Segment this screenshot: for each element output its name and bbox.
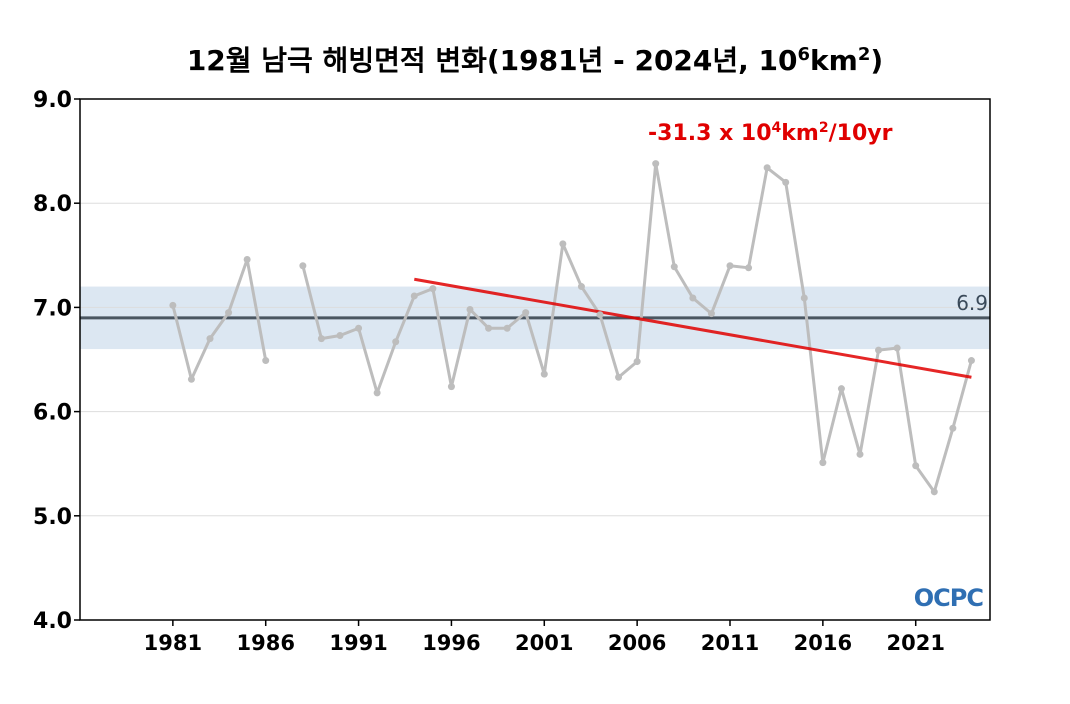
- data-point: [317, 335, 325, 343]
- data-point: [615, 373, 623, 381]
- data-point: [689, 294, 697, 302]
- plot-frame: [79, 98, 991, 621]
- data-point: [726, 262, 734, 270]
- data-point: [596, 311, 604, 319]
- x-tick-label: 2016: [794, 631, 852, 655]
- x-tick-label: 2011: [701, 631, 759, 655]
- data-point: [930, 488, 938, 496]
- chart-title: 12월 남극 해빙면적 변화(1981년 - 2024년, 106km2): [187, 44, 883, 78]
- y-tick-label: 6.0: [33, 401, 72, 426]
- data-point: [856, 450, 864, 458]
- data-point: [559, 240, 567, 248]
- x-tick-label: 2021: [886, 631, 944, 655]
- data-point: [949, 424, 957, 432]
- ocpc-logo: OCPC: [914, 584, 984, 612]
- x-tick-label: 1986: [236, 631, 294, 655]
- y-tick-label: 4.0: [33, 609, 72, 634]
- x-tick-label: 1991: [329, 631, 387, 655]
- data-point: [912, 462, 920, 470]
- data-point: [652, 160, 660, 168]
- trend-label: -31.3 x 104km2/10yr: [648, 120, 893, 146]
- data-point: [299, 262, 307, 270]
- data-point: [893, 344, 901, 352]
- data-point: [819, 459, 827, 467]
- x-tick-label: 1981: [144, 631, 202, 655]
- x-tick-label: 2001: [515, 631, 573, 655]
- data-point: [243, 255, 251, 263]
- y-tick-label: 5.0: [33, 505, 72, 530]
- data-point: [540, 370, 548, 378]
- data-point: [745, 264, 753, 272]
- trend-line: [414, 277, 972, 379]
- data-point: [206, 335, 214, 343]
- data-point: [336, 332, 344, 340]
- x-tick-label: 2006: [608, 631, 666, 655]
- data-point: [503, 324, 511, 332]
- data-point: [782, 178, 790, 186]
- y-tick-label: 7.0: [33, 296, 72, 321]
- y-tick-label: 8.0: [33, 192, 72, 217]
- data-point: [707, 310, 715, 318]
- data-point: [763, 164, 771, 172]
- series-line: [171, 257, 268, 381]
- data-point: [373, 389, 381, 397]
- data-point: [670, 263, 678, 271]
- plot-area: 4.0 5.0 6.0 7.0 8.0 9.0 1981 1986 1991 1996 2001 20…: [33, 88, 991, 655]
- data-point: [633, 358, 641, 366]
- data-point: [577, 283, 585, 291]
- x-tick-label: 1996: [422, 631, 480, 655]
- data-point: [447, 383, 455, 391]
- data-point: [355, 324, 363, 332]
- data-point: [410, 292, 418, 300]
- data-point: [522, 309, 530, 317]
- data-point: [967, 357, 975, 365]
- data-point: [225, 309, 233, 317]
- y-tick-label: 9.0: [33, 88, 72, 113]
- data-point: [837, 385, 845, 393]
- data-point: [485, 324, 493, 332]
- data-point: [262, 357, 270, 365]
- data-point: [800, 294, 808, 302]
- mean-value-label: 6.9: [956, 291, 988, 315]
- data-point: [392, 338, 400, 346]
- data-point: [429, 285, 437, 293]
- data-point: [169, 301, 177, 309]
- data-point: [187, 375, 195, 383]
- data-point: [875, 346, 883, 354]
- data-point: [466, 305, 474, 313]
